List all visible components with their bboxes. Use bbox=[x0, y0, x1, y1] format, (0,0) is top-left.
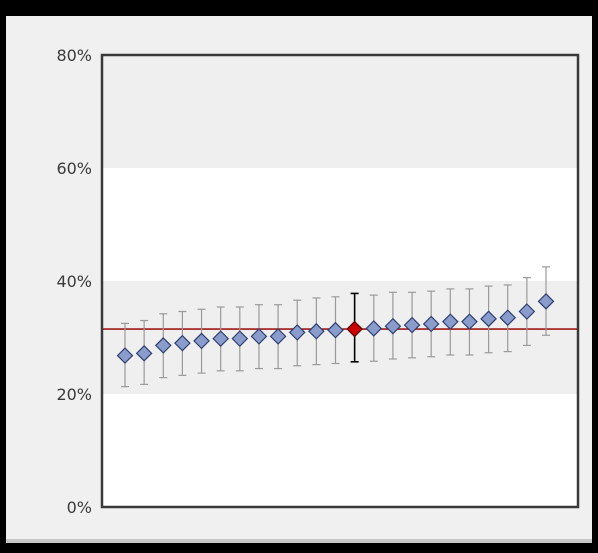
point-marker bbox=[174, 334, 191, 352]
point-marker bbox=[537, 292, 555, 310]
point-marker bbox=[365, 320, 383, 337]
error-bar-chart: 80% 60% 40% 20% 0% bbox=[56, 46, 580, 517]
grid-band bbox=[102, 55, 578, 168]
point-marker bbox=[231, 330, 249, 347]
data-markers bbox=[116, 292, 555, 364]
point-marker bbox=[441, 313, 459, 331]
grid-band bbox=[102, 281, 578, 394]
grid-band bbox=[102, 394, 578, 507]
point-marker bbox=[480, 310, 497, 328]
point-marker bbox=[384, 317, 402, 335]
point-marker bbox=[154, 337, 172, 354]
point-marker bbox=[308, 322, 325, 340]
point-marker bbox=[212, 330, 230, 347]
point-marker bbox=[499, 309, 517, 327]
y-tick-label: 20% bbox=[56, 385, 92, 404]
point-marker bbox=[461, 313, 478, 331]
point-marker bbox=[135, 344, 153, 362]
point-marker bbox=[422, 315, 440, 333]
point-marker bbox=[403, 316, 421, 334]
point-marker bbox=[288, 324, 306, 341]
point-marker bbox=[327, 321, 344, 339]
y-tick-label: 80% bbox=[56, 46, 92, 65]
highlighted-point-marker bbox=[346, 320, 363, 338]
grid-band bbox=[102, 168, 578, 281]
point-marker bbox=[116, 347, 134, 364]
point-marker bbox=[518, 303, 536, 320]
plot-frame bbox=[100, 53, 580, 509]
point-marker bbox=[250, 328, 268, 345]
y-axis-ticks: 80% 60% 40% 20% 0% bbox=[56, 46, 92, 517]
point-marker bbox=[193, 332, 210, 350]
chart-panel: 80% 60% 40% 20% 0% bbox=[6, 16, 592, 543]
y-tick-label: 60% bbox=[56, 159, 92, 178]
point-marker bbox=[269, 328, 287, 345]
y-tick-label: 40% bbox=[56, 272, 92, 291]
y-tick-label: 0% bbox=[67, 498, 92, 517]
grid-bands bbox=[102, 55, 578, 507]
